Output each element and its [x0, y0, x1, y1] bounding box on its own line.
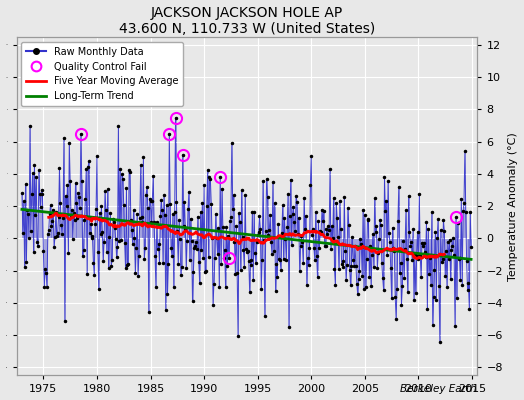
Title: JACKSON JACKSON HOLE AP
43.600 N, 110.733 W (United States): JACKSON JACKSON HOLE AP 43.600 N, 110.73…: [119, 6, 375, 36]
Legend: Raw Monthly Data, Quality Control Fail, Five Year Moving Average, Long-Term Tren: Raw Monthly Data, Quality Control Fail, …: [21, 42, 183, 106]
Y-axis label: Temperature Anomaly (°C): Temperature Anomaly (°C): [508, 132, 518, 280]
Text: Berkeley Earth: Berkeley Earth: [400, 384, 477, 394]
